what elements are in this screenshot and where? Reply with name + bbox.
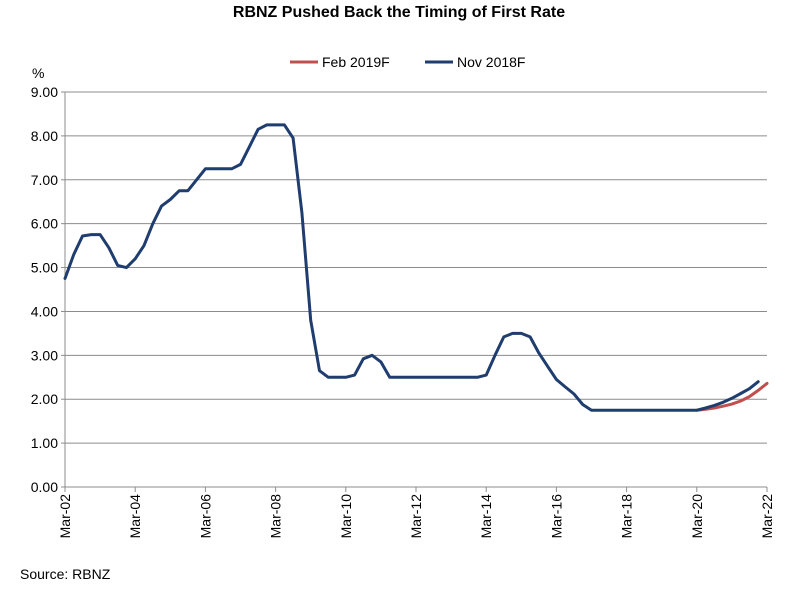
y-tick-label: 1.00 — [31, 435, 58, 451]
x-tick-label: Mar-10 — [338, 494, 354, 539]
x-tick-label: Mar-20 — [689, 494, 705, 539]
x-tick-label: Mar-02 — [57, 494, 73, 539]
x-tick-label: Mar-22 — [759, 494, 775, 539]
source-note: Source: RBNZ — [20, 566, 111, 582]
y-tick-label: 7.00 — [31, 172, 58, 188]
x-tick-label: Mar-04 — [127, 494, 143, 539]
y-tick-label: 0.00 — [31, 479, 58, 495]
x-tick-label: Mar-14 — [478, 494, 494, 539]
y-tick-label: 9.00 — [31, 84, 58, 100]
series-line-feb-2019f — [695, 381, 769, 412]
x-tick-label: Mar-08 — [268, 494, 284, 539]
y-axis-unit-label: % — [32, 65, 44, 81]
x-tick-label: Mar-18 — [619, 494, 635, 539]
axes — [64, 92, 767, 488]
y-tick-label: 6.00 — [31, 216, 58, 232]
x-axis-ticks: Mar-02 Mar-04 Mar-06 Mar-08 Mar-10 Mar-12 Mar-… — [57, 487, 775, 538]
x-tick-label: Mar-06 — [197, 494, 213, 539]
y-tick-label: 4.00 — [31, 303, 58, 319]
y-axis-ticks: 0.00 1.00 2.00 3.00 4.00 5.00 6.00 7.00 8.00 9.00 — [31, 84, 65, 495]
legend: Feb 2019F Nov 2018F — [290, 54, 525, 70]
y-tick-label: 5.00 — [31, 260, 58, 276]
chart-title: RBNZ Pushed Back the Timing of First Rat… — [232, 4, 566, 21]
grid-lines — [65, 91, 767, 444]
y-tick-label: 8.00 — [31, 128, 58, 144]
legend-label: Nov 2018F — [457, 54, 525, 70]
legend-label: Feb 2019F — [322, 54, 390, 70]
y-tick-label: 3.00 — [31, 347, 58, 363]
series-line-nov-2018f — [63, 123, 760, 412]
series-lines — [63, 123, 769, 412]
x-tick-label: Mar-16 — [548, 494, 564, 539]
y-tick-label: 2.00 — [31, 391, 58, 407]
x-tick-label: Mar-12 — [408, 494, 424, 539]
